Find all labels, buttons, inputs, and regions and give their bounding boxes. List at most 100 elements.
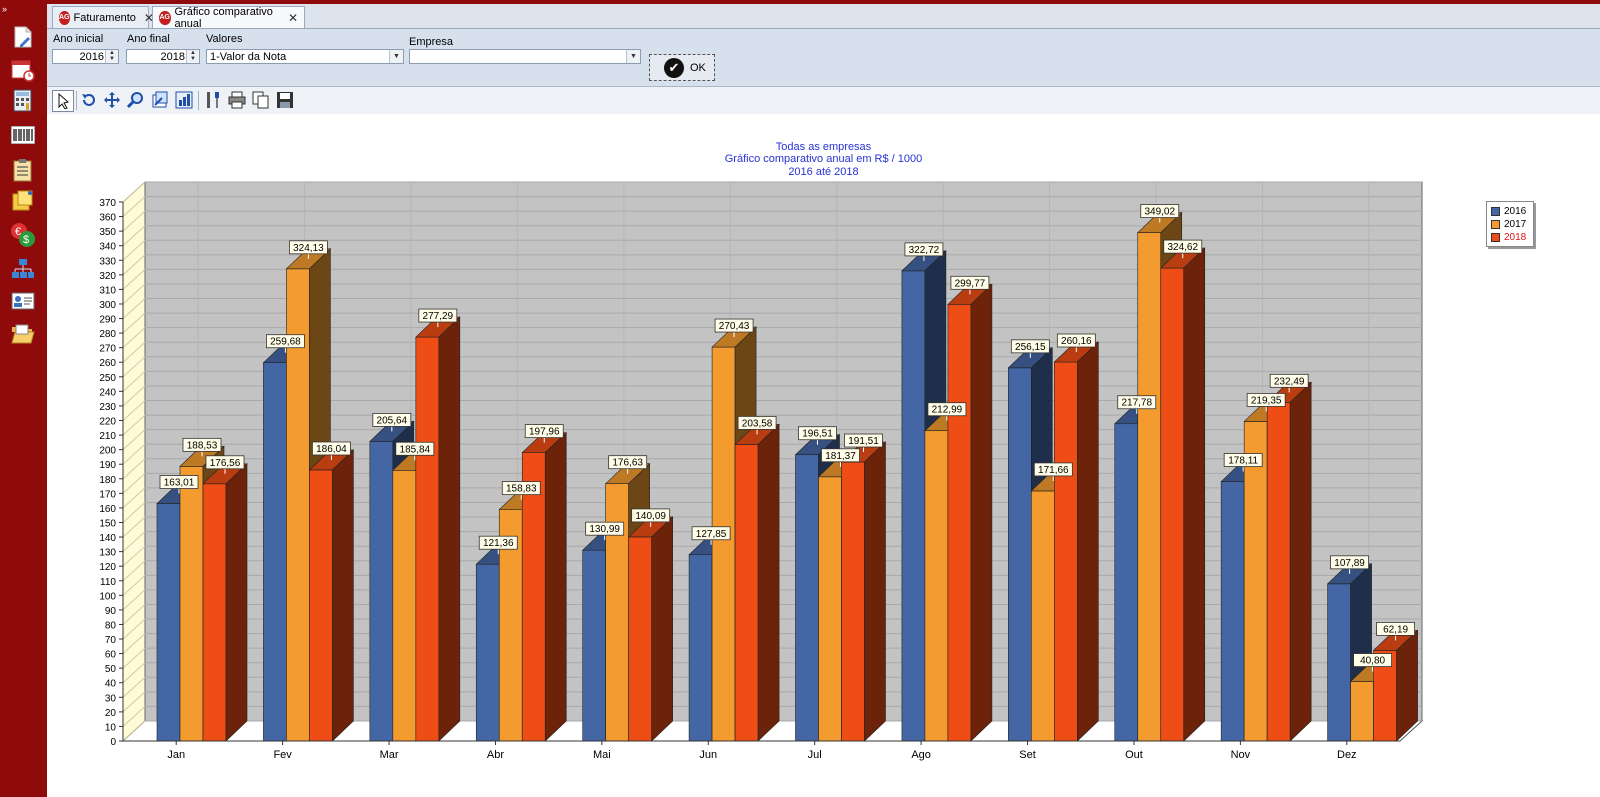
data-label-2017-Mar: 185,84 bbox=[400, 444, 431, 455]
empresa-select[interactable]: ▼ bbox=[409, 49, 641, 64]
data-label-box bbox=[1246, 393, 1286, 407]
move-icon[interactable] bbox=[102, 90, 122, 110]
chart-edit-icon[interactable] bbox=[174, 90, 194, 110]
stepper-arrows-icon[interactable]: ▲ ▼ bbox=[186, 50, 199, 63]
data-label-box bbox=[372, 413, 412, 427]
bar-2017-Set bbox=[1031, 490, 1055, 742]
zoom-icon[interactable] bbox=[126, 90, 146, 110]
data-label-2016-Abr: 121,36 bbox=[483, 538, 514, 549]
x-tick-label: Jan bbox=[167, 749, 185, 761]
contact-card-icon[interactable] bbox=[10, 288, 36, 314]
bar-side-2018-Jul bbox=[864, 441, 886, 742]
data-label-box bbox=[1117, 395, 1157, 410]
sticky-notes-icon[interactable] bbox=[10, 188, 36, 214]
x-tick-label: Set bbox=[1019, 749, 1036, 761]
window-top-strip bbox=[47, 0, 1600, 4]
data-label-2017-Jan: 188,53 bbox=[187, 440, 218, 451]
y-tick-label: 240 bbox=[99, 387, 116, 398]
rotate-icon[interactable] bbox=[79, 90, 99, 110]
bar-2018-Out bbox=[1160, 267, 1185, 742]
zoom-box-icon[interactable] bbox=[150, 90, 170, 110]
stepper-arrows-icon[interactable]: ▲ ▼ bbox=[105, 50, 118, 63]
close-icon[interactable]: ✕ bbox=[143, 10, 154, 25]
valores-label: Valores bbox=[206, 33, 243, 45]
data-label-box bbox=[1140, 204, 1180, 218]
data-label-box bbox=[312, 441, 351, 456]
data-label-2017-Ago: 212,99 bbox=[932, 405, 963, 416]
tab-faturamento[interactable]: AG Faturamento ✕ bbox=[52, 6, 154, 28]
tab-grafico-comparativo[interactable]: AG Gráfico comparativo anual ✕ bbox=[152, 6, 305, 30]
bar-2017-Mar bbox=[392, 469, 417, 742]
data-label-2017-Jul: 181,37 bbox=[825, 451, 856, 462]
currency-icon[interactable]: € $ bbox=[10, 222, 36, 248]
x-tick-label: Jun bbox=[699, 749, 717, 761]
print-icon[interactable] bbox=[227, 90, 247, 110]
side-grid-line bbox=[122, 210, 146, 232]
side-grid-line bbox=[122, 458, 146, 480]
data-label-2016-Jun: 127,85 bbox=[696, 529, 727, 540]
data-label-2017-Fev: 324,13 bbox=[293, 243, 324, 254]
data-label-box bbox=[395, 441, 435, 456]
bar-2018-Jun bbox=[734, 444, 759, 742]
side-grid-line bbox=[122, 312, 146, 334]
calculator-icon[interactable] bbox=[10, 88, 36, 114]
bar-2017-Nov bbox=[1243, 421, 1268, 742]
calendar-clock-icon[interactable] bbox=[10, 57, 36, 83]
y-tick-label: 360 bbox=[99, 213, 116, 224]
data-label-2018-Nov: 232,49 bbox=[1274, 376, 1305, 387]
data-label-box bbox=[1163, 239, 1203, 254]
y-tick-label: 300 bbox=[99, 300, 116, 311]
data-label-box bbox=[798, 426, 837, 441]
data-label-2018-Dez: 62,19 bbox=[1383, 624, 1408, 635]
collapse-icon[interactable]: » bbox=[2, 4, 8, 14]
y-tick-label: 200 bbox=[99, 446, 116, 457]
copy-icon[interactable] bbox=[251, 90, 271, 110]
bar-side-2018-Set bbox=[1077, 341, 1099, 742]
ano-inicial-stepper[interactable]: 2016 ▲ ▼ bbox=[52, 49, 119, 64]
chart-title-line-3: 2016 até 2018 bbox=[788, 166, 859, 178]
pointer-icon[interactable] bbox=[52, 90, 74, 112]
bar-2018-Jan bbox=[202, 483, 227, 742]
bar-2016-Ago bbox=[901, 270, 926, 742]
clipboard-list-icon[interactable] bbox=[10, 157, 36, 183]
bar-2018-Mar bbox=[415, 336, 440, 742]
valores-select[interactable]: 1-Valor da Nota ▼ bbox=[206, 49, 404, 64]
side-grid-line bbox=[122, 472, 146, 494]
data-label-2016-Ago: 322,72 bbox=[909, 245, 940, 256]
y-tick-label: 120 bbox=[99, 562, 116, 573]
bar-2016-Nov bbox=[1220, 481, 1245, 742]
bar-2018-Jul bbox=[841, 461, 865, 742]
data-label-box bbox=[1353, 653, 1392, 667]
data-label-box bbox=[737, 416, 777, 430]
legend-label: 2017 bbox=[1504, 218, 1527, 230]
data-label-2017-Jun: 270,43 bbox=[719, 321, 750, 332]
chart-area: Todas as empresas Gráfico comparativo an… bbox=[47, 114, 1600, 797]
side-grid-line bbox=[122, 502, 146, 523]
barcode-icon[interactable] bbox=[10, 122, 36, 148]
y-tick-label: 290 bbox=[99, 315, 116, 326]
bar-2016-Jun bbox=[688, 554, 713, 742]
y-tick-label: 20 bbox=[105, 708, 117, 719]
ok-button[interactable]: ✔ OK bbox=[649, 54, 715, 81]
x-tick-label: Ago bbox=[911, 749, 931, 761]
save-icon[interactable] bbox=[275, 90, 295, 110]
new-document-icon[interactable] bbox=[10, 24, 36, 50]
x-tick-label: Fev bbox=[273, 749, 292, 761]
data-label-box bbox=[631, 508, 671, 523]
org-chart-icon[interactable] bbox=[10, 256, 36, 282]
data-label-2016-Out: 217,78 bbox=[1121, 398, 1152, 409]
tools-icon[interactable] bbox=[203, 90, 223, 110]
side-grid-line bbox=[122, 327, 146, 349]
bar-2018-Fev bbox=[309, 469, 333, 742]
chevron-down-icon[interactable]: ▼ bbox=[389, 50, 403, 63]
side-grid-line bbox=[122, 706, 146, 727]
legend-label: 2018 bbox=[1504, 231, 1527, 243]
chevron-down-icon[interactable]: ▼ bbox=[626, 50, 640, 63]
open-folder-icon[interactable] bbox=[10, 321, 36, 347]
data-label-box bbox=[608, 455, 648, 470]
data-label-2018-Jul: 191,51 bbox=[848, 436, 879, 447]
ano-final-stepper[interactable]: 2018 ▲ ▼ bbox=[126, 49, 200, 64]
data-label-2018-Fev: 186,04 bbox=[316, 444, 347, 455]
close-icon[interactable]: ✕ bbox=[287, 10, 298, 25]
ano-final-value: 2018 bbox=[160, 51, 185, 63]
